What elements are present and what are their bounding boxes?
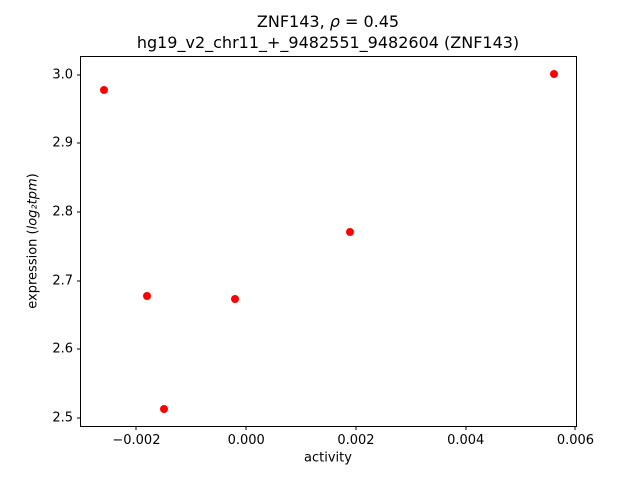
y-axis-label-suffix: ) [25,173,41,179]
chart-title-line2: hg19_v2_chr11_+_9482551_9482604 (ZNF143) [136,33,520,52]
y-tick-label: 2.7 [52,273,73,289]
y-tick-label: 3.0 [52,67,73,83]
y-axis-label-math: log₂tpm [25,178,41,230]
y-tick-label: 2.5 [52,410,73,426]
y-axis-label: expression (log₂tpm) [26,173,41,308]
y-tick-mark [77,74,81,76]
plot-area: −0.002 0.000 0.002 0.004 0.006 2.5 2.6 2.7 2.8 2.… [52,56,594,448]
chart-title-gene: ZNF143, [256,12,330,31]
chart-title-rho-symbol: ρ [329,12,340,31]
data-point [231,295,240,304]
chart-title-line1: ZNF143, ρ = 0.45 [137,11,519,32]
x-axis-label: activity [304,450,352,466]
x-tick-label: 0.004 [447,433,485,448]
y-tick-mark [77,348,81,350]
y-tick-mark [77,142,81,144]
y-tick-label: 2.9 [52,135,73,151]
x-tick-label: −0.002 [112,433,161,448]
chart-title: ZNF143, ρ = 0.45 hg19_v2_chr11_+_9482551… [137,11,519,53]
data-point [549,70,558,79]
x-tick-label: 0.002 [337,433,375,448]
y-tick-mark [77,211,81,213]
y-tick-label: 2.8 [52,204,73,220]
x-tick-mark [245,426,247,430]
x-tick-mark [135,426,137,430]
y-tick-mark [77,280,81,282]
chart-title-rho-value: = 0.45 [339,12,400,31]
y-tick-mark [77,417,81,419]
x-tick-mark [574,426,576,430]
data-point [346,227,355,236]
x-tick-mark [465,426,467,430]
data-point [143,291,152,300]
y-tick-label: 2.6 [52,341,73,357]
x-tick-label: 0.000 [227,433,265,448]
x-tick-label: 0.006 [556,433,595,448]
data-point [99,85,108,94]
data-point [159,404,168,413]
x-tick-mark [355,426,357,430]
y-axis-label-prefix: expression ( [25,229,41,309]
